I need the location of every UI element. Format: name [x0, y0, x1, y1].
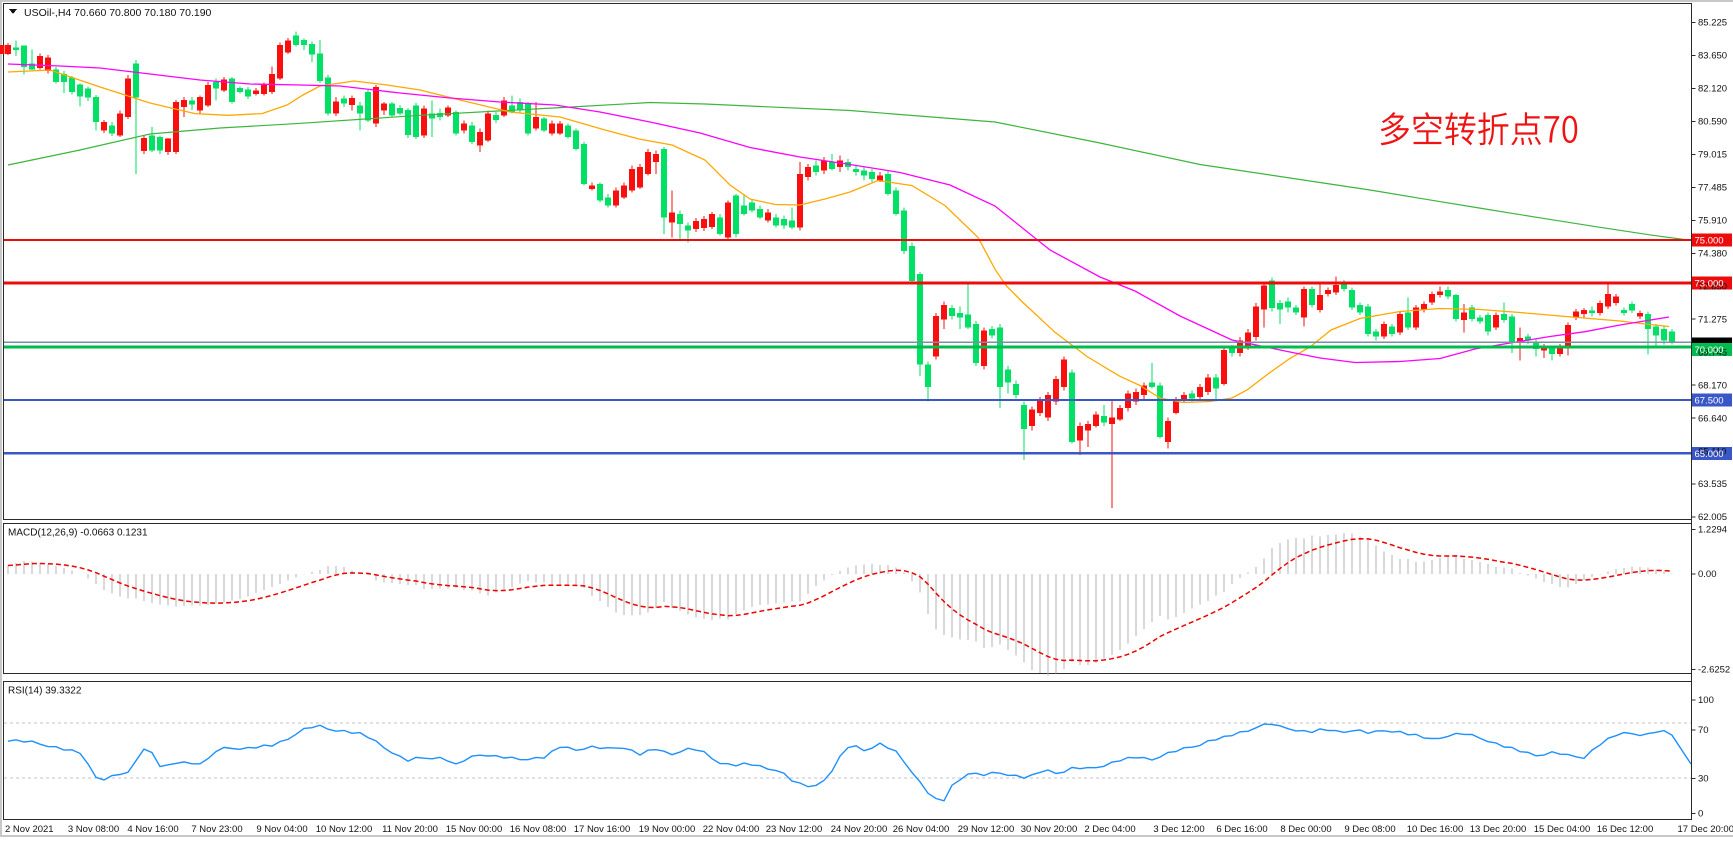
svg-text:24 Nov 20:00: 24 Nov 20:00 — [831, 824, 888, 835]
svg-text:70.000: 70.000 — [1695, 345, 1724, 356]
svg-text:100: 100 — [1698, 695, 1714, 706]
svg-text:RSI(14) 39.3322: RSI(14) 39.3322 — [8, 686, 82, 697]
svg-text:8 Dec 00:00: 8 Dec 00:00 — [1280, 824, 1331, 835]
svg-text:15 Nov 00:00: 15 Nov 00:00 — [446, 824, 503, 835]
svg-text:7 Nov 23:00: 7 Nov 23:00 — [191, 824, 242, 835]
svg-text:USOil-,H4 70.660 70.800 70.18: USOil-,H4 70.660 70.800 70.180 70.190 — [24, 7, 212, 19]
svg-text:10 Dec 16:00: 10 Dec 16:00 — [1407, 824, 1464, 835]
svg-text:75.910: 75.910 — [1698, 216, 1727, 227]
svg-text:19 Nov 00:00: 19 Nov 00:00 — [639, 824, 696, 835]
svg-text:23 Nov 12:00: 23 Nov 12:00 — [766, 824, 823, 835]
svg-text:29 Nov 12:00: 29 Nov 12:00 — [958, 824, 1015, 835]
svg-text:0: 0 — [1698, 809, 1703, 820]
svg-text:11 Nov 20:00: 11 Nov 20:00 — [382, 824, 438, 835]
svg-text:4 Nov 16:00: 4 Nov 16:00 — [127, 824, 178, 835]
svg-text:17 Nov 16:00: 17 Nov 16:00 — [574, 824, 631, 835]
svg-text:70: 70 — [1698, 725, 1709, 736]
svg-text:80.590: 80.590 — [1698, 117, 1727, 128]
svg-text:9 Dec 08:00: 9 Dec 08:00 — [1344, 824, 1395, 835]
svg-text:0.00: 0.00 — [1698, 569, 1717, 580]
svg-text:63.535: 63.535 — [1698, 479, 1727, 490]
svg-text:75.000: 75.000 — [1695, 236, 1724, 247]
svg-text:66.640: 66.640 — [1698, 413, 1727, 424]
svg-text:67.500: 67.500 — [1695, 396, 1724, 407]
svg-text:72.850: 72.850 — [1698, 281, 1727, 292]
svg-text:30 Nov 20:00: 30 Nov 20:00 — [1021, 824, 1078, 835]
svg-text:85.225: 85.225 — [1698, 18, 1727, 29]
svg-text:65.110: 65.110 — [1698, 446, 1726, 457]
svg-text:82.120: 82.120 — [1698, 84, 1727, 95]
svg-text:3 Nov 08:00: 3 Nov 08:00 — [68, 824, 119, 835]
svg-text:79.015: 79.015 — [1698, 150, 1727, 161]
svg-text:17 Dec 20:00: 17 Dec 20:00 — [1677, 824, 1733, 835]
svg-text:9 Nov 04:00: 9 Nov 04:00 — [256, 824, 307, 835]
svg-text:26 Nov 04:00: 26 Nov 04:00 — [893, 824, 950, 835]
svg-text:13 Dec 20:00: 13 Dec 20:00 — [1470, 824, 1527, 835]
svg-text:2 Nov 2021: 2 Nov 2021 — [5, 824, 54, 835]
svg-text:1.2294: 1.2294 — [1698, 525, 1727, 536]
svg-text:3 Dec 12:00: 3 Dec 12:00 — [1153, 824, 1204, 835]
svg-text:65.000: 65.000 — [1695, 449, 1724, 460]
svg-text:10 Nov 12:00: 10 Nov 12:00 — [316, 824, 373, 835]
svg-text:MACD(12,26,9) -0.0663 0.1231: MACD(12,26,9) -0.0663 0.1231 — [8, 528, 148, 539]
svg-text:77.485: 77.485 — [1698, 183, 1727, 194]
svg-text:2 Dec 04:00: 2 Dec 04:00 — [1084, 824, 1135, 835]
svg-text:16 Dec 12:00: 16 Dec 12:00 — [1597, 824, 1654, 835]
svg-text:74.380: 74.380 — [1698, 248, 1727, 259]
svg-text:83.650: 83.650 — [1698, 51, 1727, 62]
svg-text:16 Nov 08:00: 16 Nov 08:00 — [510, 824, 567, 835]
svg-text:62.005: 62.005 — [1698, 512, 1727, 523]
svg-text:73.000: 73.000 — [1695, 279, 1724, 290]
svg-text:15 Dec 04:00: 15 Dec 04:00 — [1534, 824, 1591, 835]
svg-text:6 Dec 16:00: 6 Dec 16:00 — [1216, 824, 1267, 835]
svg-text:71.275: 71.275 — [1698, 314, 1727, 325]
svg-text:68.170: 68.170 — [1698, 380, 1727, 391]
svg-text:30: 30 — [1698, 774, 1709, 785]
svg-text:-2.6252: -2.6252 — [1698, 664, 1730, 675]
svg-text:22 Nov 04:00: 22 Nov 04:00 — [703, 824, 760, 835]
svg-text:69.745: 69.745 — [1698, 347, 1727, 358]
